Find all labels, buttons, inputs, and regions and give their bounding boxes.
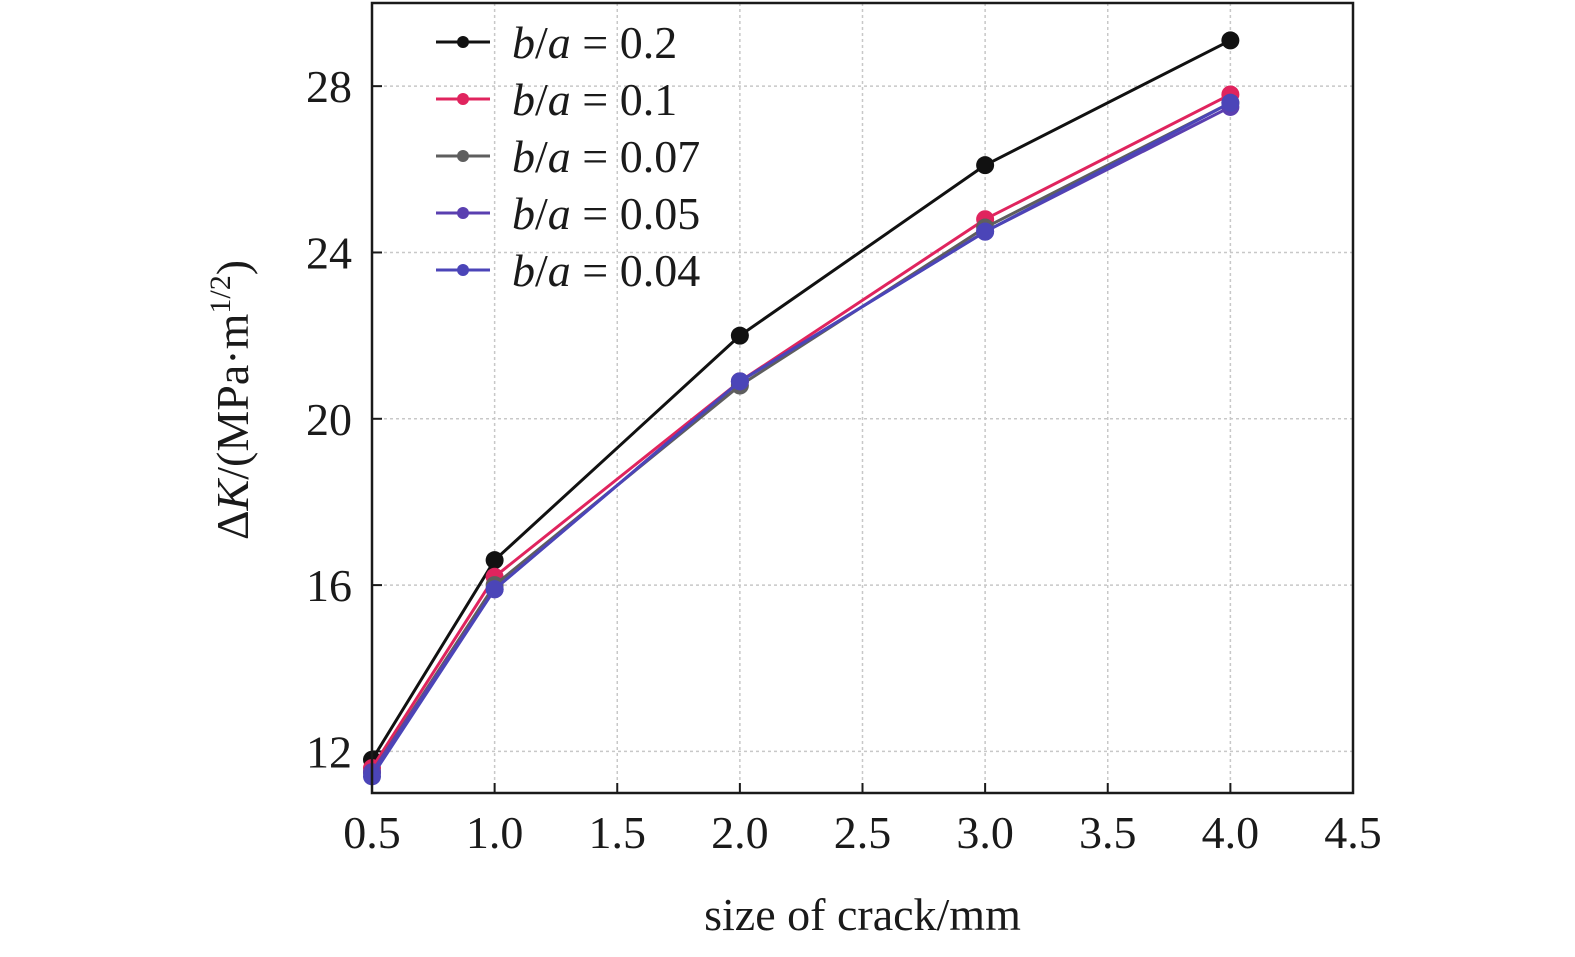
y-axis-title-var: K xyxy=(207,477,258,511)
data-point xyxy=(485,580,504,599)
y-axis-title: ΔK/(MPa·m1/2) xyxy=(204,260,258,540)
legend-label-sep: / xyxy=(535,17,548,68)
y-tick-label: 20 xyxy=(306,394,352,445)
legend-item: b/a = 0.07 xyxy=(436,131,700,182)
series-line xyxy=(370,101,1232,774)
y-axis: 12 16 20 24 28 xyxy=(306,61,382,777)
x-axis: 0.5 1.0 1.5 2.0 2.5 3.0 3.5 4.0 4.5 xyxy=(343,783,1382,858)
legend-label-b: b xyxy=(512,74,535,125)
x-tick-label: 1.0 xyxy=(466,807,524,858)
legend-label-a: a xyxy=(548,188,571,239)
legend-swatch-marker xyxy=(457,264,469,276)
x-tick-label: 4.5 xyxy=(1324,807,1382,858)
series-line xyxy=(370,105,1232,774)
legend-swatch-marker xyxy=(457,36,469,48)
legend-label-sep: / xyxy=(535,131,548,182)
x-axis-title: size of crack/mm xyxy=(704,889,1021,940)
legend-label-b: b xyxy=(512,131,535,182)
data-point xyxy=(976,156,995,175)
legend-label-value: = 0.07 xyxy=(571,131,700,182)
x-tick-label: 4.0 xyxy=(1202,807,1260,858)
plot-frame xyxy=(370,1,1355,795)
legend: b/a = 0.2b/a = 0.1b/a = 0.07b/a = 0.05b/… xyxy=(436,17,700,296)
y-tick-label: 16 xyxy=(306,560,352,611)
legend-label-value: = 0.05 xyxy=(571,188,700,239)
legend-label-sep: / xyxy=(535,188,548,239)
legend-label-sep: / xyxy=(535,74,548,125)
legend-swatch-marker xyxy=(457,93,469,105)
series-4 xyxy=(363,97,1240,782)
y-axis-title-prefix: Δ xyxy=(207,510,258,540)
y-axis-title-unit: /(MPa·m xyxy=(207,313,258,479)
legend-label: b/a = 0.1 xyxy=(512,74,677,125)
legend-label-value: = 0.04 xyxy=(571,245,700,296)
data-point xyxy=(1221,93,1240,112)
series-5 xyxy=(363,93,1240,786)
legend-item: b/a = 0.1 xyxy=(436,74,677,125)
y-tick-label: 12 xyxy=(306,726,352,777)
legend-label-a: a xyxy=(548,74,571,125)
legend-label-a: a xyxy=(548,131,571,182)
y-axis-title-close: ) xyxy=(207,260,258,275)
x-tick-label: 2.0 xyxy=(711,807,769,858)
legend-label-b: b xyxy=(512,188,535,239)
series-line xyxy=(370,93,1232,769)
legend-label: b/a = 0.05 xyxy=(512,188,700,239)
grid xyxy=(372,3,1353,793)
data-point xyxy=(730,326,749,345)
x-tick-label: 3.5 xyxy=(1079,807,1137,858)
series-line xyxy=(370,101,1232,778)
data-point xyxy=(1221,31,1240,50)
legend-label: b/a = 0.2 xyxy=(512,17,677,68)
legend-swatch-marker xyxy=(457,150,469,162)
legend-item: b/a = 0.2 xyxy=(436,17,677,68)
y-tick-label: 28 xyxy=(306,61,352,112)
x-tick-label: 1.5 xyxy=(589,807,647,858)
legend-item: b/a = 0.04 xyxy=(436,245,700,296)
x-tick-label: 0.5 xyxy=(343,807,401,858)
data-point xyxy=(485,551,504,570)
legend-label: b/a = 0.04 xyxy=(512,245,700,296)
series-line xyxy=(370,39,1232,761)
legend-label-value: = 0.2 xyxy=(571,17,677,68)
y-axis-title-exponent: 1/2 xyxy=(204,275,237,313)
legend-label-b: b xyxy=(512,17,535,68)
legend-label-sep: / xyxy=(535,245,548,296)
legend-label-value: = 0.1 xyxy=(571,74,677,125)
legend-swatch-marker xyxy=(457,207,469,219)
data-point xyxy=(730,372,749,391)
series-group xyxy=(363,31,1240,786)
legend-label-b: b xyxy=(512,245,535,296)
legend-label-a: a xyxy=(548,17,571,68)
legend-label: b/a = 0.07 xyxy=(512,131,700,182)
x-tick-label: 3.0 xyxy=(956,807,1014,858)
data-point xyxy=(976,222,995,241)
y-tick-label: 24 xyxy=(306,227,352,278)
x-tick-label: 2.5 xyxy=(834,807,892,858)
legend-label-a: a xyxy=(548,245,571,296)
legend-item: b/a = 0.05 xyxy=(436,188,700,239)
